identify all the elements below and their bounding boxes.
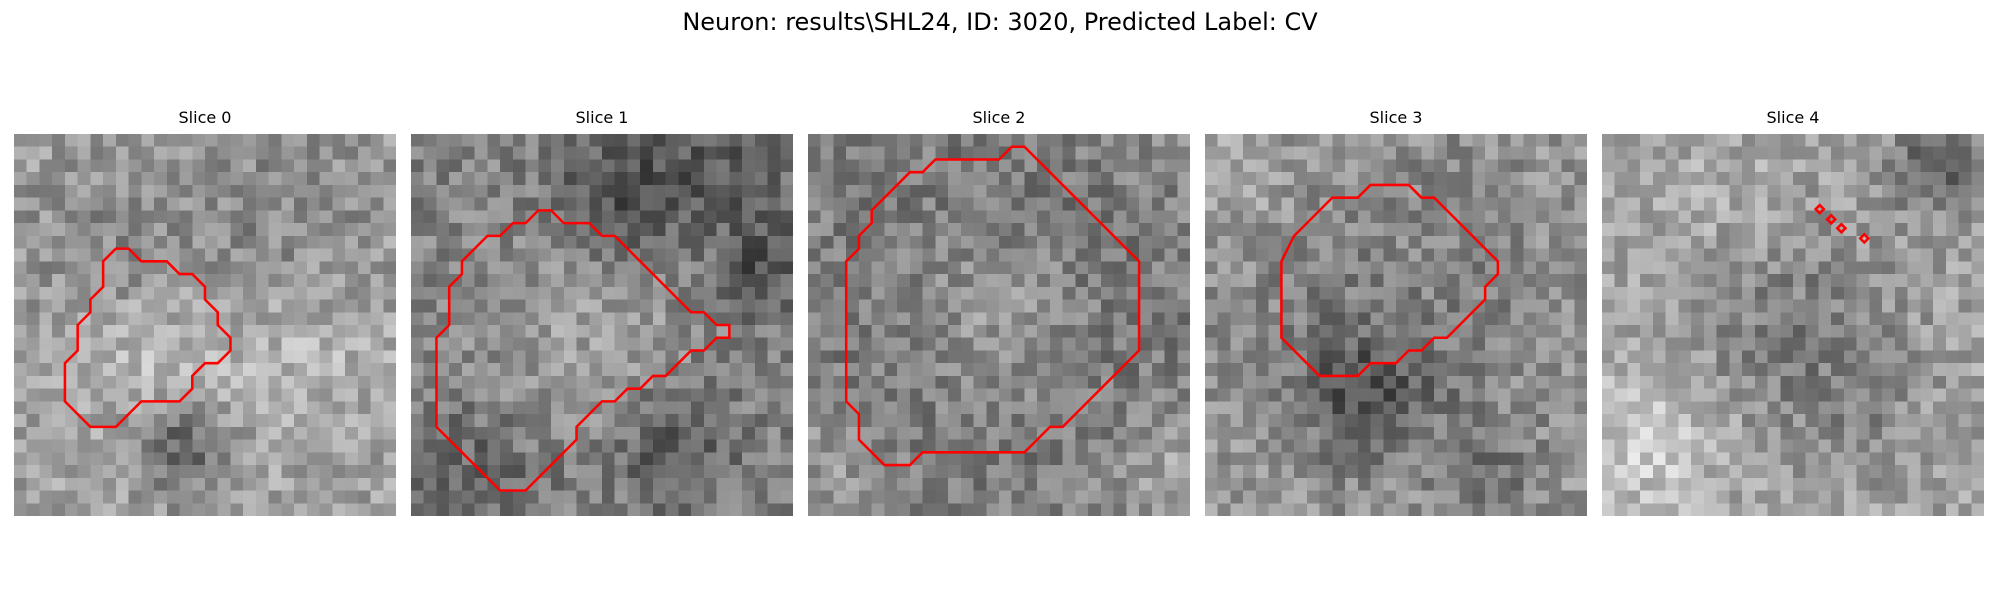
roi-contour — [435, 209, 731, 492]
roi-marker — [1858, 232, 1871, 245]
slice-panel-2: Slice 2 — [808, 108, 1190, 516]
contour-overlay — [1813, 203, 1871, 245]
contour-overlay — [435, 209, 731, 492]
slice-title: Slice 0 — [178, 108, 232, 127]
roi-marker — [1835, 222, 1848, 235]
roi-contour — [63, 247, 232, 429]
roi-marker — [1825, 213, 1838, 226]
slice-title: Slice 3 — [1369, 108, 1423, 127]
contour-overlay — [63, 247, 232, 429]
roi-marker — [1813, 203, 1826, 216]
figure-title: Neuron: results\SHL24, ID: 3020, Predict… — [682, 8, 1318, 36]
roi-contour — [844, 145, 1141, 467]
slice-title: Slice 1 — [575, 108, 629, 127]
slice-panel-4: Slice 4 — [1602, 108, 1984, 516]
slice-panel-3: Slice 3 — [1205, 108, 1587, 516]
contour-overlay — [1280, 183, 1500, 378]
roi-contour — [1280, 183, 1500, 378]
slice-image — [1602, 134, 1984, 516]
slice-title: Slice 2 — [972, 108, 1026, 127]
slice-image — [1205, 134, 1587, 516]
slice-panel-0: Slice 0 — [14, 108, 396, 516]
slice-title: Slice 4 — [1766, 108, 1820, 127]
slice-panel-1: Slice 1 — [411, 108, 793, 516]
contour-overlay — [844, 145, 1141, 467]
